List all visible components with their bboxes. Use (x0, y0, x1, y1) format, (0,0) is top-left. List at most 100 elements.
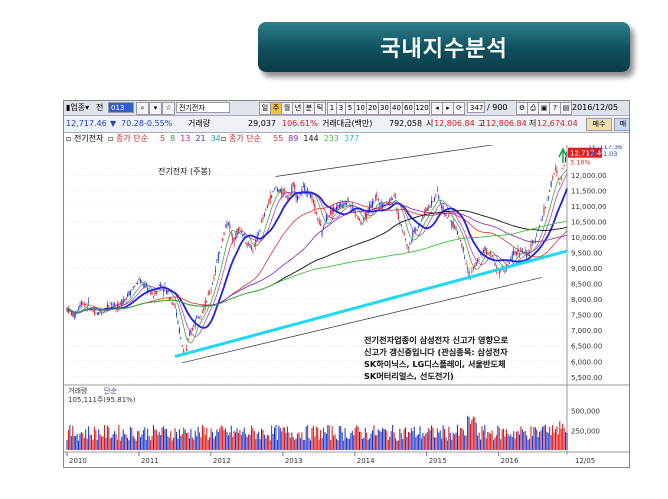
volume-bar (406, 436, 408, 450)
candle-body (302, 185, 304, 187)
legend-ma-period: 233 (323, 134, 339, 143)
volume-bar (321, 438, 323, 450)
volume-bar (307, 424, 309, 450)
candle-body (286, 196, 288, 198)
candle-body (409, 243, 411, 245)
candle-body (546, 199, 548, 201)
candle-body (268, 202, 270, 204)
legend-checkbox-icon[interactable]: ▫ (221, 134, 227, 143)
volume-bar (148, 436, 150, 450)
volume-bar (400, 433, 402, 450)
refresh-icon[interactable]: ⟳ (453, 102, 465, 115)
volume-bar (343, 440, 345, 450)
candle-body (239, 227, 241, 229)
candle-body (331, 210, 333, 215)
volume-bar (125, 434, 127, 450)
candle-body (263, 213, 265, 216)
date-display[interactable]: 2016/12/05 (572, 103, 619, 112)
volume-bar (79, 433, 81, 450)
sell-button[interactable]: 매 (614, 118, 629, 131)
volume-bar (262, 429, 264, 450)
legend-ma-label: 종가 단순 (116, 134, 148, 143)
legend-checkbox-icon[interactable]: ▫ (108, 134, 114, 143)
candle-body (516, 251, 518, 255)
volume-bar (73, 435, 75, 450)
volume-bar (426, 432, 428, 450)
count-input[interactable]: 347 (467, 102, 485, 113)
volume-bar (237, 432, 239, 450)
period-tick-button[interactable]: 틱 (314, 102, 326, 115)
candle-body (335, 206, 337, 210)
candle-body (96, 313, 98, 315)
volume-tick-label: 250,000 (571, 427, 600, 435)
candle-body (530, 244, 532, 250)
candle-body (491, 255, 493, 258)
candle-body (298, 197, 300, 198)
candle-body (135, 282, 137, 284)
period-year-button[interactable]: 년 (292, 102, 304, 115)
candle-body (435, 194, 437, 196)
volume-bar (351, 430, 353, 450)
search-icon[interactable]: ⌕ (136, 102, 149, 115)
volume-bar (119, 440, 121, 450)
candle-body (223, 232, 225, 235)
chevron-down-icon[interactable]: ▾ (149, 102, 162, 115)
prev-icon[interactable]: ◂ (431, 102, 443, 115)
legend-ma-period: 377 (343, 134, 360, 143)
volume-bar (471, 419, 473, 450)
market-select[interactable]: ▮업종▾ (66, 103, 90, 112)
candle-body (72, 312, 74, 317)
candle-body (217, 253, 219, 261)
buy-button[interactable]: 매수 (586, 118, 612, 131)
candle-body (415, 228, 417, 231)
candle-body (219, 252, 221, 254)
volume-bar (464, 435, 466, 450)
window-icon[interactable]: ▤ (560, 102, 572, 115)
candle-body (161, 285, 163, 287)
legend-ma-period: 21 (195, 134, 206, 143)
volume-bar (278, 425, 280, 450)
mode-select[interactable]: 전 (96, 103, 104, 112)
candle-body (181, 345, 183, 347)
candle-body (455, 227, 457, 230)
ma-377-line (174, 249, 568, 359)
candle-body (364, 213, 366, 217)
volume-bar (281, 431, 283, 450)
candle-body (480, 253, 482, 255)
volume-bar (194, 430, 196, 450)
volume-bar (373, 425, 375, 450)
volume-bar (379, 430, 381, 450)
candle-body (390, 197, 392, 201)
legend-checkbox-icon[interactable]: ▫ (66, 134, 72, 143)
volume-bar (369, 438, 371, 450)
volume-bar (425, 433, 427, 450)
volume-bar (180, 435, 182, 450)
volume-bar (217, 431, 219, 450)
candle-body (452, 221, 454, 227)
volume-bar (346, 437, 348, 450)
volume-bar (544, 424, 546, 450)
price-chart[interactable]: 12,000.00 11,500.00 11,000.00 10,500.00 10,0… (64, 145, 629, 467)
candle-body (292, 182, 294, 187)
candle-body (321, 230, 323, 235)
candle-body (433, 197, 435, 201)
candle-body (275, 186, 277, 188)
name-input[interactable]: 전기전자 (176, 102, 230, 113)
volume-bar (475, 423, 477, 450)
star-icon[interactable]: ☆ (162, 102, 175, 115)
volume-bar (203, 427, 205, 450)
candle-body (325, 215, 327, 222)
candle-body (86, 306, 88, 308)
candle-body (127, 294, 129, 297)
candle-body (147, 288, 149, 292)
count-total: / 900 (487, 103, 508, 112)
candle-body (379, 202, 381, 205)
moving-average-line (66, 169, 568, 344)
candle-body (426, 207, 428, 211)
code-input[interactable]: 013 (108, 102, 134, 113)
interval-button[interactable]: 120 (414, 102, 430, 115)
candle-body (348, 203, 350, 205)
volume-bar (461, 427, 463, 450)
candle-body (291, 185, 293, 193)
candle-body (272, 190, 274, 192)
